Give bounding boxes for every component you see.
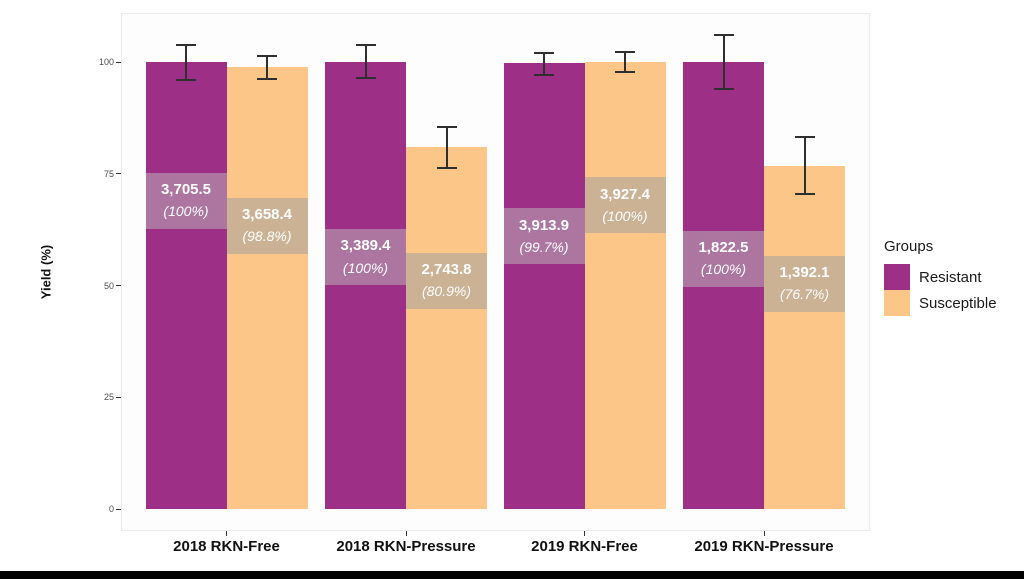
- error-bar-cap-bottom: [794, 192, 815, 195]
- bar-value-label: 1,822.5: [698, 238, 749, 256]
- y-tick-mark: [116, 61, 121, 63]
- x-tick-label-2: 2018 RKN-Pressure: [336, 538, 476, 555]
- bar-resistant-1: [145, 62, 227, 509]
- bar-label-resistant-3: 3,913.9 (99.7%): [503, 208, 585, 265]
- error-bar-cap-top: [176, 44, 196, 46]
- error-bar-line: [624, 52, 626, 72]
- bar-susceptible-4: [764, 166, 845, 509]
- bar-value-label: 1,392.1: [779, 263, 830, 281]
- y-tick-mark: [116, 285, 121, 286]
- bar-value-label: 3,913.9: [518, 216, 570, 234]
- y-axis-title: Yield (%): [38, 244, 54, 300]
- y-tick-label: 75: [103, 168, 114, 179]
- x-tick-label-4: 2019 RKN-Pressure: [694, 538, 834, 555]
- bottom-black-bar: [0, 571, 1024, 579]
- y-tick-mark: [116, 396, 121, 398]
- legend-label-resistant: Resistant: [919, 268, 982, 286]
- bar-label-susceptible-2: 2,743.8 (80.9%): [406, 252, 487, 309]
- x-tick-mark: [763, 531, 765, 536]
- error-bar-line: [266, 56, 268, 79]
- bar-percent-label: (100%): [700, 261, 747, 278]
- bar-label-resistant-2: 3,389.4 (100%): [325, 228, 406, 285]
- y-tick-mark: [116, 508, 121, 510]
- bar-value-label: 3,389.4: [340, 237, 391, 255]
- error-bar-cap-top: [355, 44, 376, 46]
- bar-percent-label: (100%): [602, 208, 648, 225]
- error-bar-cap-top: [713, 34, 734, 37]
- bar-resistant-3: [503, 63, 585, 509]
- x-tick-label-1: 2018 RKN-Free: [173, 538, 280, 555]
- error-bar-cap-top: [436, 125, 457, 128]
- bar-resistant-2: [325, 62, 406, 509]
- x-tick-mark: [584, 531, 585, 536]
- legend-key-resistant: Resistant: [884, 264, 997, 290]
- y-tick-label: 0: [108, 504, 114, 514]
- bar-label-resistant-4: 1,822.5 (100%): [683, 230, 764, 287]
- error-bar-cap-bottom: [176, 78, 196, 81]
- legend-title: Groups: [884, 238, 934, 255]
- bar-label-susceptible-3: 3,927.4 (100%): [584, 177, 666, 234]
- bar-label-susceptible-1: 3,658.4 (98.8%): [226, 197, 308, 254]
- error-bar-cap-bottom: [355, 77, 376, 80]
- error-bar-cap-bottom: [436, 166, 457, 169]
- bar-percent-label: (99.7%): [519, 239, 569, 256]
- y-tick-label: 25: [103, 392, 114, 403]
- bar-percent-label: (76.7%): [779, 286, 830, 303]
- error-bar-cap-top: [534, 52, 554, 55]
- bar-value-label: 2,743.8: [421, 260, 472, 278]
- error-bar-cap-bottom: [615, 70, 635, 73]
- bar-susceptible-1: [226, 67, 308, 509]
- x-tick-label-3: 2019 RKN-Free: [531, 538, 638, 555]
- bar-percent-label: (80.9%): [421, 283, 472, 300]
- error-bar-line: [543, 53, 545, 75]
- legend-swatch-resistant: [884, 264, 910, 290]
- legend: Groups Resistant Susceptible: [884, 238, 997, 316]
- bar-percent-label: (100%): [342, 259, 389, 276]
- x-tick-mark: [405, 531, 407, 536]
- error-bar-cap-bottom: [713, 87, 734, 90]
- bar-susceptible-2: [406, 147, 487, 509]
- y-tick-label: 100: [98, 57, 114, 67]
- bar-value-label: 3,658.4: [241, 205, 293, 223]
- legend-key-susceptible: Susceptible: [884, 290, 997, 316]
- error-bar-line: [364, 45, 367, 79]
- legend-keys: Resistant Susceptible: [884, 264, 997, 316]
- y-tick-mark: [116, 173, 121, 175]
- error-bar-cap-top: [794, 136, 815, 139]
- bar-value-label: 3,705.5: [160, 180, 212, 198]
- y-tick-label: 50: [103, 280, 114, 291]
- error-bar-line: [722, 35, 725, 89]
- x-tick-mark: [226, 531, 227, 536]
- bar-label-resistant-1: 3,705.5 (100%): [145, 172, 227, 229]
- bar-percent-label: (98.8%): [242, 228, 292, 245]
- error-bar-cap-bottom: [534, 73, 554, 76]
- error-bar-line: [185, 45, 187, 80]
- error-bar-cap-top: [257, 55, 277, 58]
- bar-percent-label: (100%): [163, 203, 209, 220]
- error-bar-line: [803, 137, 806, 194]
- bar-label-susceptible-4: 1,392.1 (76.7%): [764, 255, 845, 312]
- legend-swatch-susceptible: [884, 290, 910, 316]
- bar-susceptible-3: [584, 62, 666, 509]
- legend-label-susceptible: Susceptible: [919, 294, 997, 312]
- error-bar-line: [445, 126, 448, 168]
- bar-value-label: 3,927.4: [599, 185, 651, 203]
- error-bar-cap-top: [615, 51, 635, 54]
- error-bar-cap-bottom: [257, 77, 277, 80]
